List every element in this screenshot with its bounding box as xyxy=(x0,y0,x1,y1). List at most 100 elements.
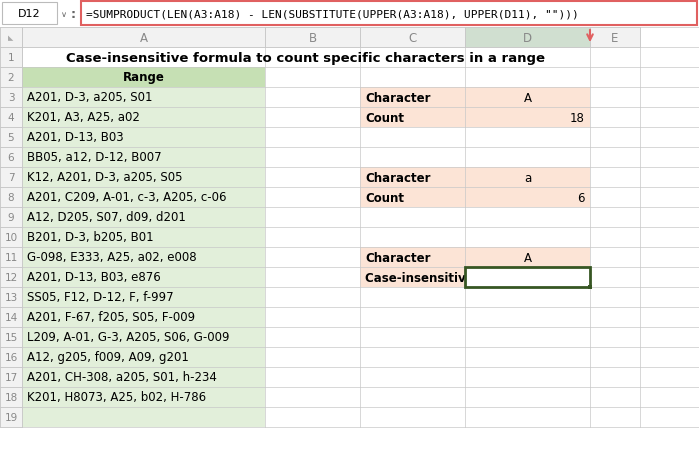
Bar xyxy=(0,148,22,167)
Text: Character: Character xyxy=(365,251,431,264)
Text: 18: 18 xyxy=(570,111,585,124)
Bar xyxy=(22,248,265,268)
Text: Case-insensitive formula to count specific characters in a range: Case-insensitive formula to count specif… xyxy=(66,51,545,64)
Text: A12, g205, f009, A09, g201: A12, g205, f009, A09, g201 xyxy=(27,351,189,364)
Text: 13: 13 xyxy=(4,293,17,302)
Bar xyxy=(0,108,22,128)
Bar xyxy=(22,28,265,48)
Text: A201, D-13, B03: A201, D-13, B03 xyxy=(27,131,124,144)
Text: 15: 15 xyxy=(4,332,17,342)
Text: ∨: ∨ xyxy=(61,10,67,19)
Bar xyxy=(81,2,697,26)
Text: K12, A201, D-3, a205, S05: K12, A201, D-3, a205, S05 xyxy=(27,171,182,184)
Bar xyxy=(0,228,22,248)
Bar xyxy=(0,407,22,427)
Text: SS05, F12, D-12, F, f-997: SS05, F12, D-12, F, f-997 xyxy=(27,291,173,304)
Bar xyxy=(360,268,465,288)
Bar xyxy=(22,128,265,148)
Text: A12, D205, S07, d09, d201: A12, D205, S07, d09, d201 xyxy=(27,211,186,224)
Bar xyxy=(0,268,22,288)
Text: 19: 19 xyxy=(4,412,17,422)
Text: 24: 24 xyxy=(570,271,585,284)
Bar xyxy=(22,407,265,427)
Bar xyxy=(22,88,265,108)
Bar xyxy=(22,148,265,167)
Text: E: E xyxy=(612,31,619,45)
Bar xyxy=(0,387,22,407)
Text: 16: 16 xyxy=(4,352,17,362)
Text: 3: 3 xyxy=(8,93,14,103)
Text: 14: 14 xyxy=(4,312,17,322)
Text: D12: D12 xyxy=(18,9,41,19)
Bar xyxy=(22,367,265,387)
Bar xyxy=(0,128,22,148)
Bar xyxy=(465,187,590,207)
Bar xyxy=(22,327,265,347)
Text: A: A xyxy=(140,31,147,45)
Text: 2: 2 xyxy=(8,73,14,83)
Text: 6: 6 xyxy=(577,191,585,204)
Bar xyxy=(265,28,360,48)
Bar xyxy=(22,387,265,407)
Bar xyxy=(22,228,265,248)
Text: K201, H8073, A25, b02, H-786: K201, H8073, A25, b02, H-786 xyxy=(27,391,206,404)
Bar xyxy=(0,187,22,207)
Bar xyxy=(22,108,265,128)
Bar xyxy=(22,288,265,307)
Bar xyxy=(0,88,22,108)
Text: 4: 4 xyxy=(8,113,14,123)
Text: C: C xyxy=(408,31,417,45)
Bar xyxy=(465,248,590,268)
Text: a: a xyxy=(524,171,531,184)
Text: Character: Character xyxy=(365,171,431,184)
Bar xyxy=(465,268,590,288)
Text: K201, A3, A25, a02: K201, A3, A25, a02 xyxy=(27,111,140,124)
Bar xyxy=(360,88,465,108)
Text: 1: 1 xyxy=(8,53,14,63)
Bar xyxy=(465,28,590,48)
Bar xyxy=(590,28,640,48)
Bar xyxy=(2,3,57,25)
Bar xyxy=(22,167,265,187)
Bar xyxy=(0,68,22,88)
Bar xyxy=(360,248,465,268)
Bar xyxy=(360,167,465,187)
Text: Count: Count xyxy=(365,191,404,204)
Text: 7: 7 xyxy=(8,172,14,182)
Bar xyxy=(0,48,22,68)
Text: BB05, a12, D-12, B007: BB05, a12, D-12, B007 xyxy=(27,151,161,164)
Text: A: A xyxy=(524,251,531,264)
Bar xyxy=(0,307,22,327)
Bar xyxy=(22,187,265,207)
Text: 6: 6 xyxy=(8,153,14,162)
Text: A201, D-3, a205, S01: A201, D-3, a205, S01 xyxy=(27,91,152,104)
Text: A: A xyxy=(524,91,531,104)
Text: 17: 17 xyxy=(4,372,17,382)
Text: A201, C209, A-01, c-3, A205, c-06: A201, C209, A-01, c-3, A205, c-06 xyxy=(27,191,226,204)
Bar xyxy=(0,248,22,268)
Bar xyxy=(0,0,699,28)
Text: 5: 5 xyxy=(8,133,14,143)
Text: =SUMPRODUCT(LEN(A3:A18) - LEN(SUBSTITUTE(UPPER(A3:A18), UPPER(D11), ""))): =SUMPRODUCT(LEN(A3:A18) - LEN(SUBSTITUTE… xyxy=(86,9,579,19)
Bar xyxy=(465,167,590,187)
Bar xyxy=(465,108,590,128)
Text: L209, A-01, G-3, A205, S06, G-009: L209, A-01, G-3, A205, S06, G-009 xyxy=(27,331,229,344)
Bar xyxy=(0,367,22,387)
Text: D: D xyxy=(523,31,532,45)
Bar xyxy=(0,167,22,187)
Text: A201, CH-308, a205, S01, h-234: A201, CH-308, a205, S01, h-234 xyxy=(27,371,217,384)
Text: Case-insensitive count: Case-insensitive count xyxy=(365,271,515,284)
Bar xyxy=(0,48,699,427)
Bar xyxy=(360,28,465,48)
Text: Range: Range xyxy=(122,71,164,84)
Bar xyxy=(22,347,265,367)
Bar xyxy=(22,268,265,288)
Text: 8: 8 xyxy=(8,192,14,202)
Bar xyxy=(0,207,22,228)
Text: A201, D-13, B03, e876: A201, D-13, B03, e876 xyxy=(27,271,161,284)
Text: Count: Count xyxy=(365,111,404,124)
Text: 11: 11 xyxy=(4,253,17,263)
Text: 10: 10 xyxy=(4,233,17,243)
Bar xyxy=(360,108,465,128)
Bar xyxy=(22,307,265,327)
